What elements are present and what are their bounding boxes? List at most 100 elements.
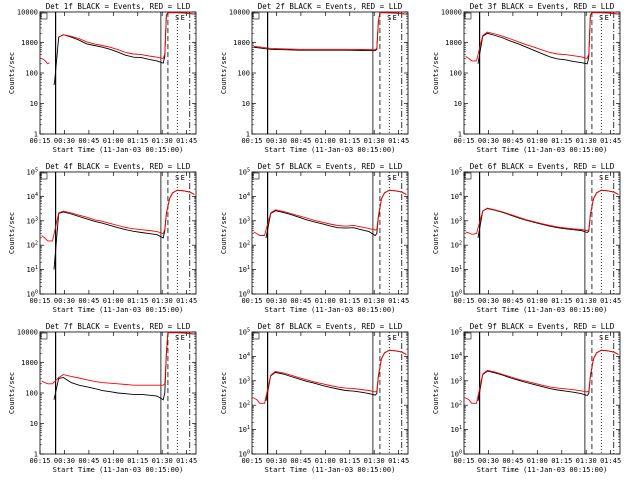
corner-box — [252, 12, 260, 20]
y-axis-label: Counts/sec — [8, 372, 16, 414]
corner-box — [464, 332, 472, 340]
x-tick-label: 00:30 — [266, 457, 287, 465]
y-axis-label: Counts/sec — [220, 52, 228, 94]
x-tick-label: 01:15 — [551, 137, 572, 145]
y-tick-label: 10000 — [17, 9, 38, 17]
y-tick-label: 1000 — [21, 39, 38, 47]
marker-e: E — [181, 14, 185, 22]
x-tick-label: 00:15 — [29, 297, 50, 305]
marker-s: S — [387, 14, 391, 22]
x-tick-label: 01:00 — [315, 297, 336, 305]
y-tick-label: 100 — [449, 70, 462, 78]
series-lld — [253, 12, 407, 51]
x-tick-label: 01:00 — [103, 137, 124, 145]
panel-det-4: Det 4f BLACK = Events, RED = LLD 100 101 10… — [8, 162, 197, 314]
series-events — [477, 12, 619, 65]
x-tick-label: 01:00 — [315, 137, 336, 145]
y-tick-label: 100 — [239, 450, 250, 459]
y-tick-label: 100 — [239, 290, 250, 299]
y-tick-label: 102 — [27, 241, 38, 250]
marker-s: S — [175, 174, 179, 182]
x-tick-label: 00:15 — [29, 457, 50, 465]
x-tick-label: 01:30 — [152, 457, 173, 465]
panel-title: Det 9f BLACK = Events, RED = LLD — [470, 322, 615, 331]
y-tick-label: 103 — [451, 376, 462, 385]
series-events — [477, 349, 619, 401]
marker-e: E — [393, 174, 397, 182]
plot-frame — [39, 171, 197, 295]
x-tick-label: 01:45 — [388, 297, 409, 305]
x-tick-label: 01:45 — [176, 297, 197, 305]
panel-det-6: Det 6f BLACK = Events, RED = LLD 100 101 10… — [432, 162, 621, 314]
panel-det-2: Det 2f BLACK = Events, RED = LLD 1 10 100 10… — [220, 2, 409, 154]
series-events — [53, 189, 195, 270]
x-tick-label: 00:45 — [78, 297, 99, 305]
y-tick-label: 1 — [34, 451, 38, 459]
series-events — [265, 189, 407, 238]
marker-s: S — [175, 14, 179, 22]
series-lld — [253, 189, 407, 236]
x-tick-label: 01:45 — [600, 297, 621, 305]
x-tick-label: 00:45 — [78, 137, 99, 145]
y-tick-label: 104 — [27, 192, 38, 201]
x-tick-label: 01:00 — [527, 297, 548, 305]
y-tick-label: 101 — [239, 265, 250, 274]
y-tick-label: 100 — [25, 390, 38, 398]
marker-s: S — [599, 334, 603, 342]
y-tick-label: 10 — [454, 100, 462, 108]
y-tick-label: 101 — [27, 265, 38, 274]
y-tick-label: 101 — [451, 425, 462, 434]
marker-s: S — [175, 334, 179, 342]
x-tick-label: 00:30 — [266, 137, 287, 145]
x-tick-label: 01:30 — [576, 297, 597, 305]
x-tick-label: 01:30 — [576, 457, 597, 465]
panel-det-8: Det 8f BLACK = Events, RED = LLD 100 101 10… — [220, 322, 409, 474]
plot-frame — [463, 11, 621, 135]
panel-det-5: Det 5f BLACK = Events, RED = LLD 100 101 10… — [220, 162, 409, 314]
series-lld — [465, 349, 619, 404]
x-tick-label: 01:45 — [176, 457, 197, 465]
y-tick-label: 10000 — [17, 329, 38, 337]
plot-frame — [251, 171, 409, 295]
x-tick-label: 00:15 — [29, 137, 50, 145]
y-tick-label: 105 — [27, 168, 38, 177]
x-tick-label: 00:30 — [478, 137, 499, 145]
x-axis-label: Start Time (11-Jan-03 00:15:00) — [53, 146, 184, 154]
y-tick-label: 105 — [451, 168, 462, 177]
x-tick-label: 00:45 — [290, 457, 311, 465]
x-tick-label: 01:30 — [152, 297, 173, 305]
panel-title: Det 6f BLACK = Events, RED = LLD — [470, 162, 615, 171]
x-tick-label: 00:15 — [453, 297, 474, 305]
panel-det-9: Det 9f BLACK = Events, RED = LLD 100 101 10… — [432, 322, 621, 474]
marker-e: E — [605, 14, 609, 22]
series-events — [477, 189, 619, 238]
x-axis-label: Start Time (11-Jan-03 00:15:00) — [265, 466, 396, 474]
x-tick-label: 01:00 — [527, 137, 548, 145]
panel-title: Det 4f BLACK = Events, RED = LLD — [46, 162, 191, 171]
panel-title: Det 3f BLACK = Events, RED = LLD — [470, 2, 615, 11]
x-tick-label: 01:30 — [576, 137, 597, 145]
panel-title: Det 1f BLACK = Events, RED = LLD — [46, 2, 191, 11]
x-tick-label: 01:15 — [127, 137, 148, 145]
y-tick-label: 101 — [451, 265, 462, 274]
y-tick-label: 100 — [237, 70, 250, 78]
x-tick-label: 01:30 — [364, 137, 385, 145]
x-tick-label: 00:15 — [453, 457, 474, 465]
y-tick-label: 104 — [239, 352, 250, 361]
y-tick-label: 101 — [239, 425, 250, 434]
plot-frame — [463, 331, 621, 455]
marker-e: E — [605, 334, 609, 342]
x-tick-label: 01:30 — [152, 137, 173, 145]
y-tick-label: 100 — [27, 290, 38, 299]
y-axis-label: Counts/sec — [220, 212, 228, 254]
x-tick-label: 00:30 — [478, 297, 499, 305]
series-events — [53, 12, 195, 86]
x-tick-label: 01:15 — [127, 457, 148, 465]
y-tick-label: 1 — [34, 131, 38, 139]
marker-s: S — [387, 334, 391, 342]
y-tick-label: 104 — [451, 192, 462, 201]
series-events — [253, 12, 407, 52]
marker-e: E — [181, 334, 185, 342]
panel-det-1: Det 1f BLACK = Events, RED = LLD 1 10 100 10… — [8, 2, 197, 154]
x-tick-label: 01:45 — [388, 457, 409, 465]
